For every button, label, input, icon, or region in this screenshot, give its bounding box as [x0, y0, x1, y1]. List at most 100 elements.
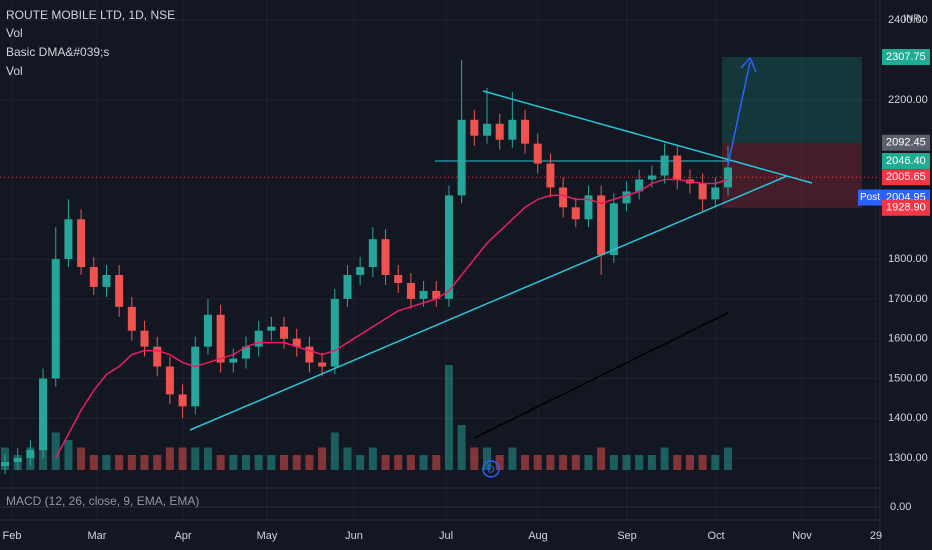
trendline-upper — [482, 90, 813, 184]
candle-body — [406, 282, 415, 299]
candle-body — [26, 450, 35, 459]
candle-body — [660, 155, 669, 176]
macd-label: MACD (12, 26, close, 9, EMA, EMA) — [6, 494, 199, 508]
candle-body — [77, 219, 86, 268]
volume-bar — [673, 455, 682, 470]
volume-bar — [178, 447, 187, 470]
volume-bar — [685, 455, 694, 470]
x-tick-label: Aug — [528, 530, 548, 542]
x-tick-label: 29 — [870, 530, 882, 542]
volume-bar — [546, 455, 555, 470]
candle-body — [115, 274, 124, 307]
candle-body — [724, 167, 732, 188]
volume-bar — [483, 447, 491, 470]
arrow-head — [740, 56, 757, 73]
candle-body — [381, 239, 390, 275]
y-tick-label: 1500.00 — [888, 372, 928, 384]
x-tick-label: Sep — [617, 530, 637, 542]
volume-bar — [559, 455, 568, 470]
y-tick-label: 2200.00 — [888, 94, 928, 106]
price-tag: 2005.65 — [886, 171, 926, 183]
price-tag: 2046.40 — [886, 155, 926, 167]
volume-bar — [724, 447, 732, 470]
moving-average — [55, 178, 729, 459]
candle-body — [64, 219, 73, 260]
price-tag: 2092.45 — [886, 137, 926, 149]
candle-body — [635, 179, 644, 192]
candle-body — [356, 267, 365, 275]
price-tag: 2307.75 — [886, 51, 926, 63]
candle-body — [495, 123, 504, 140]
x-tick-label: Nov — [792, 530, 812, 542]
candle-body — [229, 358, 238, 363]
candle-body — [483, 123, 491, 136]
volume-bar — [457, 425, 466, 470]
arrow — [727, 61, 751, 166]
volume-bar — [698, 455, 707, 470]
volume-bar — [127, 455, 136, 470]
legend-line: Vol — [6, 26, 23, 40]
x-tick-label: Jul — [439, 530, 453, 542]
price-tag-bg — [882, 153, 930, 170]
candle-body — [51, 259, 60, 379]
volume-bar — [51, 432, 60, 470]
candle-body — [178, 394, 187, 407]
volume-bar — [470, 447, 479, 470]
volume-bar — [571, 455, 580, 470]
candle-body — [508, 119, 517, 140]
candle-body — [153, 346, 162, 367]
candle-body — [203, 314, 212, 347]
candle-body — [102, 274, 111, 287]
candle-body — [343, 274, 352, 299]
candle-body — [1, 462, 9, 467]
volume-bar — [203, 447, 212, 470]
candle-body — [444, 195, 453, 299]
volume-bar — [165, 447, 174, 470]
dividend-marker — [482, 460, 500, 478]
volume-bar — [368, 447, 377, 470]
candle-body — [546, 163, 555, 188]
x-tick-label: May — [257, 530, 278, 542]
candle-body — [559, 187, 568, 208]
volume-bar — [533, 455, 542, 470]
volume-bar — [622, 455, 631, 470]
x-tick-label: Jun — [345, 530, 363, 542]
volume-bar — [102, 455, 111, 470]
volume-bar — [495, 455, 504, 470]
candle-body — [330, 298, 339, 367]
candle-body — [254, 330, 263, 347]
candle-body — [711, 187, 720, 200]
candle-body — [571, 207, 580, 220]
volume-bar — [508, 447, 517, 470]
volume-bar — [432, 455, 441, 470]
target-zone — [722, 57, 862, 143]
volume-bar — [584, 455, 593, 470]
candle-body — [13, 458, 22, 463]
volume-bar — [419, 455, 428, 470]
volume-bar — [77, 447, 86, 470]
candle-body — [318, 362, 327, 367]
y-tick-label: 1600.00 — [888, 333, 928, 345]
candle-body — [267, 326, 276, 331]
volume-bar — [89, 455, 98, 470]
candle-body — [533, 143, 542, 164]
legend-line: Vol — [6, 64, 23, 78]
candle-body — [305, 346, 314, 363]
y-tick-label: 1300.00 — [888, 452, 928, 464]
legend-line: Basic DMA&#039;s — [6, 45, 109, 59]
x-tick-label: Apr — [174, 530, 191, 542]
candle-body — [673, 155, 682, 180]
volume-bar — [521, 455, 530, 470]
volume-bar — [115, 455, 124, 470]
volume-bar — [660, 447, 669, 470]
volume-bar — [191, 447, 200, 470]
candle-body — [521, 119, 530, 144]
volume-bar — [356, 455, 365, 470]
candle-body — [89, 267, 98, 287]
currency-box — [897, 10, 927, 28]
price-tag-bg — [882, 134, 930, 151]
x-tick-label: Mar — [88, 530, 107, 542]
candle-body — [609, 203, 618, 256]
volume-bar — [280, 455, 289, 470]
